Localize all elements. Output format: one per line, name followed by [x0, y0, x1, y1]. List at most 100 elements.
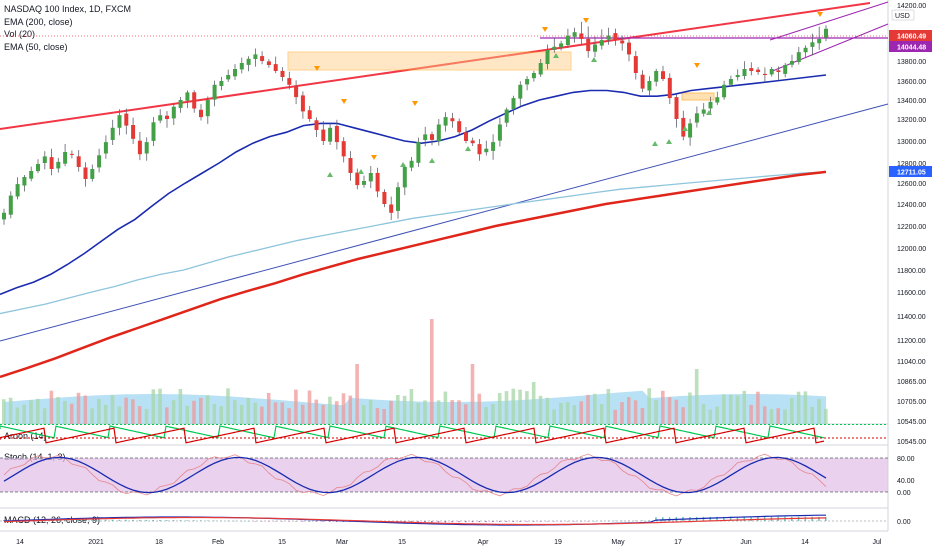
macd-histogram-bar [458, 521, 460, 523]
candle-body [545, 50, 550, 64]
macd-histogram-bar [301, 521, 304, 522]
candle-body [368, 173, 373, 182]
macd-histogram-bar [247, 521, 250, 522]
volume-bar [205, 395, 210, 424]
volume-bar [633, 400, 638, 424]
candle-body [423, 134, 428, 140]
macd-histogram-bar [662, 517, 664, 521]
macd-histogram-bar [723, 516, 725, 521]
macd-histogram-bar [234, 520, 236, 522]
candle-body [321, 129, 326, 141]
macd-histogram-bar [716, 516, 718, 521]
volume-bar [715, 406, 719, 424]
candle-body [158, 115, 163, 121]
volume-bar [63, 401, 67, 424]
candle-body [131, 125, 136, 139]
candle-body [511, 98, 516, 110]
candle-body [110, 127, 115, 140]
candle-body [97, 155, 102, 168]
sell-signal-marker [314, 66, 320, 71]
volume-bar [409, 389, 414, 424]
macd-histogram-bar [811, 516, 813, 521]
candle-body [681, 117, 686, 137]
volume-bar [110, 395, 115, 424]
volume-bar [640, 408, 645, 424]
candle-body [443, 117, 448, 126]
macd-histogram-bar [329, 521, 331, 522]
volume-bar [436, 400, 441, 424]
sell-signal-marker [817, 12, 823, 17]
volume-bar [56, 397, 60, 424]
volume-bar [2, 399, 6, 424]
volume-bar [667, 397, 672, 424]
candle-body [606, 35, 611, 40]
macd-histogram-bar [288, 521, 290, 522]
volume-bar [756, 391, 760, 424]
candle-body [497, 124, 502, 141]
volume-bar [450, 400, 454, 424]
candle-body [300, 95, 305, 112]
price-tick-label: 11400.00 [897, 314, 926, 321]
volume-bar [749, 404, 753, 424]
macd-histogram-bar [342, 521, 345, 522]
candle-body [599, 40, 604, 46]
candle-body [504, 109, 509, 123]
candle-body [273, 64, 278, 71]
volume-bar [368, 400, 373, 424]
volume-bar [307, 390, 312, 424]
sell-signal-marker [542, 27, 548, 32]
macd-histogram-bar [84, 519, 86, 521]
volume-bar [538, 395, 543, 424]
buy-signal-marker [666, 139, 672, 144]
volume-bar [239, 404, 244, 424]
macd-histogram-bar [172, 520, 175, 521]
volume-bar [722, 394, 726, 424]
macd-histogram-bar [227, 520, 229, 522]
macd-histogram-bar [825, 516, 827, 521]
candle-body [246, 58, 251, 65]
volume-bar [769, 409, 774, 424]
time-tick-label: 18 [155, 539, 163, 546]
volume-bar [375, 408, 380, 424]
volume-bar [260, 406, 264, 424]
candle-body [124, 113, 129, 126]
macd-histogram-bar [111, 519, 114, 521]
candle-body [287, 78, 292, 85]
price-tick-label: 11800.00 [897, 268, 926, 275]
volume-bar [83, 395, 88, 424]
resistance-zone [287, 51, 572, 71]
volume-bar [199, 397, 203, 424]
time-tick-label: Feb [212, 539, 224, 546]
macd-histogram-bar [308, 521, 311, 522]
candle-body [701, 109, 706, 114]
volume-bar [484, 407, 488, 424]
candle-body [559, 43, 564, 48]
candle-body [205, 100, 210, 117]
macd-histogram-bar [532, 521, 535, 522]
volume-bar [22, 404, 26, 424]
volume-bar [348, 395, 353, 424]
volume-bar [165, 407, 169, 424]
candle-body [402, 167, 407, 188]
price-tick-label: 13200.00 [897, 117, 926, 124]
candle-body [294, 85, 299, 98]
macd-histogram-bar [267, 521, 270, 522]
candle-body [518, 84, 523, 99]
volume-bar [15, 407, 20, 424]
volume-bar [810, 406, 814, 424]
macd-histogram-bar [573, 521, 576, 522]
volume-bar [661, 390, 665, 424]
volume-bar [97, 399, 101, 424]
macd-histogram-bar [213, 520, 216, 522]
ema200-line [0, 171, 827, 315]
candle-body [538, 63, 543, 75]
volume-bar [681, 407, 685, 424]
candle-body [199, 109, 203, 118]
price-tick-label: 10545.00 [897, 419, 926, 426]
volume-bar [647, 388, 651, 424]
macd-histogram-bar [335, 521, 338, 522]
candle-body [715, 97, 720, 103]
price-badge [889, 166, 932, 177]
volume-bar [253, 402, 257, 424]
